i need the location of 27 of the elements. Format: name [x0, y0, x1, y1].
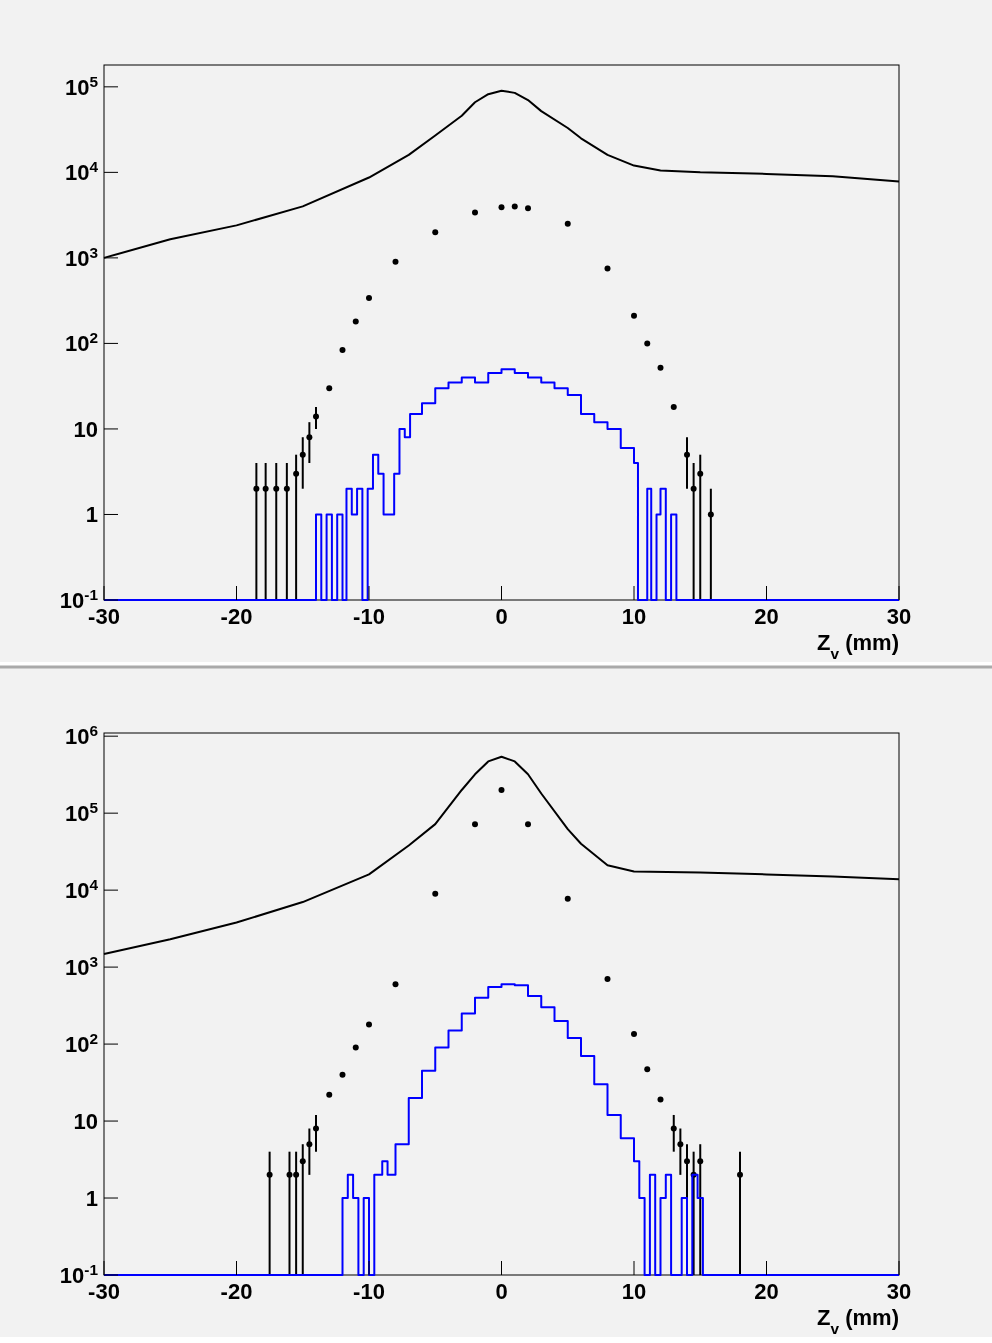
x-tick-label: 10 — [621, 604, 647, 629]
x-axis-title: Z$_{v}$ (mm) — [817, 630, 899, 662]
y-tick-label: 10$^{6}$ — [64, 721, 98, 750]
x-tick-label: -10 — [353, 1279, 385, 1304]
y-tick-label: 10$^{3}$ — [64, 243, 98, 271]
y-tick-label: 10$^{2}$ — [64, 328, 98, 357]
y-tick-label: 1 — [85, 502, 98, 528]
y-tick-label: 10$^{2}$ — [64, 1029, 98, 1058]
x-tick-label: -20 — [220, 604, 253, 629]
x-tick-label: -20 — [220, 1279, 253, 1304]
y-tick-label: 10$^{5}$ — [64, 72, 99, 100]
x-axis-title: Z$_{v}$ (mm) — [817, 1305, 899, 1337]
x-tick-label: 0 — [495, 1279, 508, 1304]
x-tick-label: 20 — [754, 604, 779, 629]
y-tick-label: 10$^{4}$ — [64, 875, 99, 904]
x-tick-label: 30 — [886, 1279, 912, 1304]
x-tick-label: 20 — [754, 1279, 779, 1304]
x-tick-label: 0 — [495, 604, 508, 629]
y-tick-label: 10 — [73, 1109, 98, 1135]
x-tick-label: -10 — [353, 604, 385, 629]
x-tick-label: 10 — [621, 1279, 647, 1304]
y-tick-label: 10$^{3}$ — [64, 952, 98, 981]
y-tick-label: 10$^{4}$ — [64, 157, 99, 186]
y-tick-label: 10 — [73, 416, 98, 442]
y-tick-label: 1 — [85, 1186, 98, 1212]
x-tick-label: 30 — [886, 604, 912, 629]
y-tick-label: 10$^{5}$ — [64, 798, 99, 827]
